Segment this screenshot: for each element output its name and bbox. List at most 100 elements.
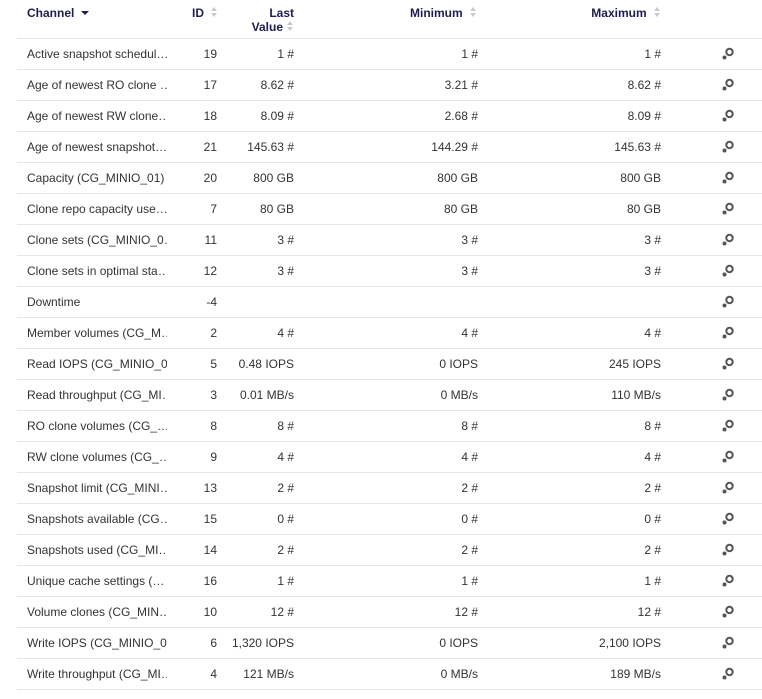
column-header-last-value[interactable]: Last Value — [252, 6, 294, 34]
minimum-cell: 800 GB — [437, 171, 478, 185]
maximum-cell: 80 GB — [626, 202, 661, 216]
last-value-cell: 12 # — [270, 605, 294, 619]
id-cell: 21 — [203, 140, 217, 154]
gear-icon[interactable] — [720, 325, 736, 341]
last-value-cell: 3 # — [277, 264, 294, 278]
table-row[interactable]: Member volumes (CG_M… 2 4 # 4 # 4 # — [17, 318, 762, 349]
id-cell: 13 — [203, 481, 217, 495]
gear-icon[interactable] — [720, 666, 736, 682]
gear-icon[interactable] — [720, 46, 736, 62]
table-row[interactable]: Age of newest RO clone … 17 8.62 # 3.21 # 8.… — [17, 70, 762, 101]
maximum-cell: 8.09 # — [627, 109, 661, 123]
last-value-cell: 1,320 IOPS — [231, 636, 294, 650]
id-cell: 14 — [203, 543, 217, 557]
maximum-cell: 245 IOPS — [608, 357, 661, 371]
last-value-cell: 3 # — [277, 233, 294, 247]
gear-icon[interactable] — [720, 635, 736, 651]
table-row[interactable]: Clone sets in optimal sta… 12 3 # 3 # 3 # — [17, 256, 762, 287]
last-value-cell: 145.63 # — [247, 140, 294, 154]
table-row[interactable]: RW clone volumes (CG_… 9 4 # 4 # 4 # — [17, 442, 762, 473]
gear-icon[interactable] — [720, 170, 736, 186]
minimum-cell: 0 MB/s — [440, 388, 478, 402]
table-row[interactable]: Volume clones (CG_MIN… 10 12 # 12 # 12 # — [17, 597, 762, 628]
gear-icon[interactable] — [720, 139, 736, 155]
minimum-cell: 12 # — [454, 605, 478, 619]
last-value-cell: 8 # — [277, 419, 294, 433]
table-row[interactable]: Unique cache settings (… 16 1 # 1 # 1 # — [17, 566, 762, 597]
maximum-cell: 4 # — [644, 326, 661, 340]
gear-icon[interactable] — [720, 77, 736, 93]
gear-icon[interactable] — [720, 604, 736, 620]
last-value-cell: 2 # — [277, 543, 294, 557]
table-row[interactable]: Snapshot limit (CG_MINI… 13 2 # 2 # 2 # — [17, 473, 762, 504]
gear-icon[interactable] — [720, 387, 736, 403]
maximum-cell: 8 # — [644, 419, 661, 433]
channel-cell: Age of newest snapshot… — [27, 140, 167, 154]
last-value-cell: 8.62 # — [260, 78, 294, 92]
last-value-cell: 2 # — [277, 481, 294, 495]
maximum-cell: 4 # — [644, 450, 661, 464]
maximum-cell: 2 # — [644, 481, 661, 495]
last-value-cell: 1 # — [277, 47, 294, 61]
column-header-channel[interactable]: Channel — [27, 6, 89, 20]
id-cell: 10 — [203, 605, 217, 619]
id-cell: 3 — [210, 388, 217, 402]
id-cell: 5 — [210, 357, 217, 371]
table-row[interactable]: Write throughput (CG_MI… 4 121 MB/s 0 MB/s 1… — [17, 659, 762, 690]
gear-icon[interactable] — [720, 232, 736, 248]
table-row[interactable]: RO clone volumes (CG_… 8 8 # 8 # 8 # — [17, 411, 762, 442]
id-cell: 9 — [210, 450, 217, 464]
minimum-cell: 0 IOPS — [439, 357, 478, 371]
id-cell: 20 — [203, 171, 217, 185]
gear-icon[interactable] — [720, 356, 736, 372]
gear-icon[interactable] — [720, 542, 736, 558]
id-cell: 15 — [203, 512, 217, 526]
gear-icon[interactable] — [720, 294, 736, 310]
channel-cell: Volume clones (CG_MIN… — [27, 605, 167, 619]
minimum-cell: 1 # — [461, 574, 478, 588]
gear-icon[interactable] — [720, 108, 736, 124]
gear-icon[interactable] — [720, 573, 736, 589]
column-header-channel-label: Channel — [27, 6, 75, 20]
column-header-minimum-label: Minimum — [409, 6, 463, 20]
table-row[interactable]: Read IOPS (CG_MINIO_0… 5 0.48 IOPS 0 IOPS 24… — [17, 349, 762, 380]
channel-cell: Write IOPS (CG_MINIO_0… — [27, 636, 167, 650]
minimum-cell: 4 # — [461, 326, 478, 340]
table-row[interactable]: Age of newest snapshot… 21 145.63 # 144.29 … — [17, 132, 762, 163]
table-row[interactable]: Downtime -4 — [17, 287, 762, 318]
channel-cell: Read IOPS (CG_MINIO_0… — [27, 357, 167, 371]
table-row[interactable]: Snapshots used (CG_MI… 14 2 # 2 # 2 # — [17, 535, 762, 566]
maximum-cell: 3 # — [644, 264, 661, 278]
channel-cell: Member volumes (CG_M… — [27, 326, 167, 340]
channel-cell: Clone sets in optimal sta… — [27, 264, 167, 278]
table-row[interactable]: Age of newest RW clone… 18 8.09 # 2.68 # 8.0… — [17, 101, 762, 132]
channel-cell: Active snapshot schedul… — [27, 47, 167, 61]
table-row[interactable]: Write IOPS (CG_MINIO_0… 6 1,320 IOPS 0 IOPS… — [17, 628, 762, 659]
gear-icon[interactable] — [720, 201, 736, 217]
table-row[interactable]: Read throughput (CG_MI… 3 0.01 MB/s 0 MB/s 1… — [17, 380, 762, 411]
minimum-cell: 4 # — [461, 450, 478, 464]
minimum-cell: 3 # — [461, 264, 478, 278]
column-header-id-label: ID — [192, 6, 204, 20]
table-row[interactable]: Clone sets (CG_MINIO_0… 11 3 # 3 # 3 # — [17, 225, 762, 256]
gear-icon[interactable] — [720, 511, 736, 527]
column-header-minimum[interactable]: Minimum — [410, 6, 477, 20]
column-header-id[interactable]: ID — [192, 6, 218, 20]
gear-icon[interactable] — [720, 418, 736, 434]
table-row[interactable]: Active snapshot schedul… 19 1 # 1 # 1 # — [17, 39, 762, 70]
last-value-cell: 800 GB — [253, 171, 294, 185]
table-row[interactable]: Clone repo capacity use… 7 80 GB 80 GB 80 GB — [17, 194, 762, 225]
maximum-cell: 8.62 # — [627, 78, 661, 92]
maximum-cell: 2,100 IOPS — [598, 636, 661, 650]
gear-icon[interactable] — [720, 263, 736, 279]
gear-icon[interactable] — [720, 449, 736, 465]
table-row[interactable]: Capacity (CG_MINIO_01) 20 800 GB 800 GB 800 … — [17, 163, 762, 194]
table-row[interactable]: Snapshots available (CG… 15 0 # 0 # 0 # — [17, 504, 762, 535]
maximum-cell: 1 # — [644, 47, 661, 61]
id-cell: 12 — [203, 264, 217, 278]
column-header-maximum[interactable]: Maximum — [591, 6, 661, 20]
gear-icon[interactable] — [720, 480, 736, 496]
id-cell: 19 — [203, 47, 217, 61]
id-cell: 6 — [210, 636, 217, 650]
channel-cell: RW clone volumes (CG_… — [27, 450, 167, 464]
